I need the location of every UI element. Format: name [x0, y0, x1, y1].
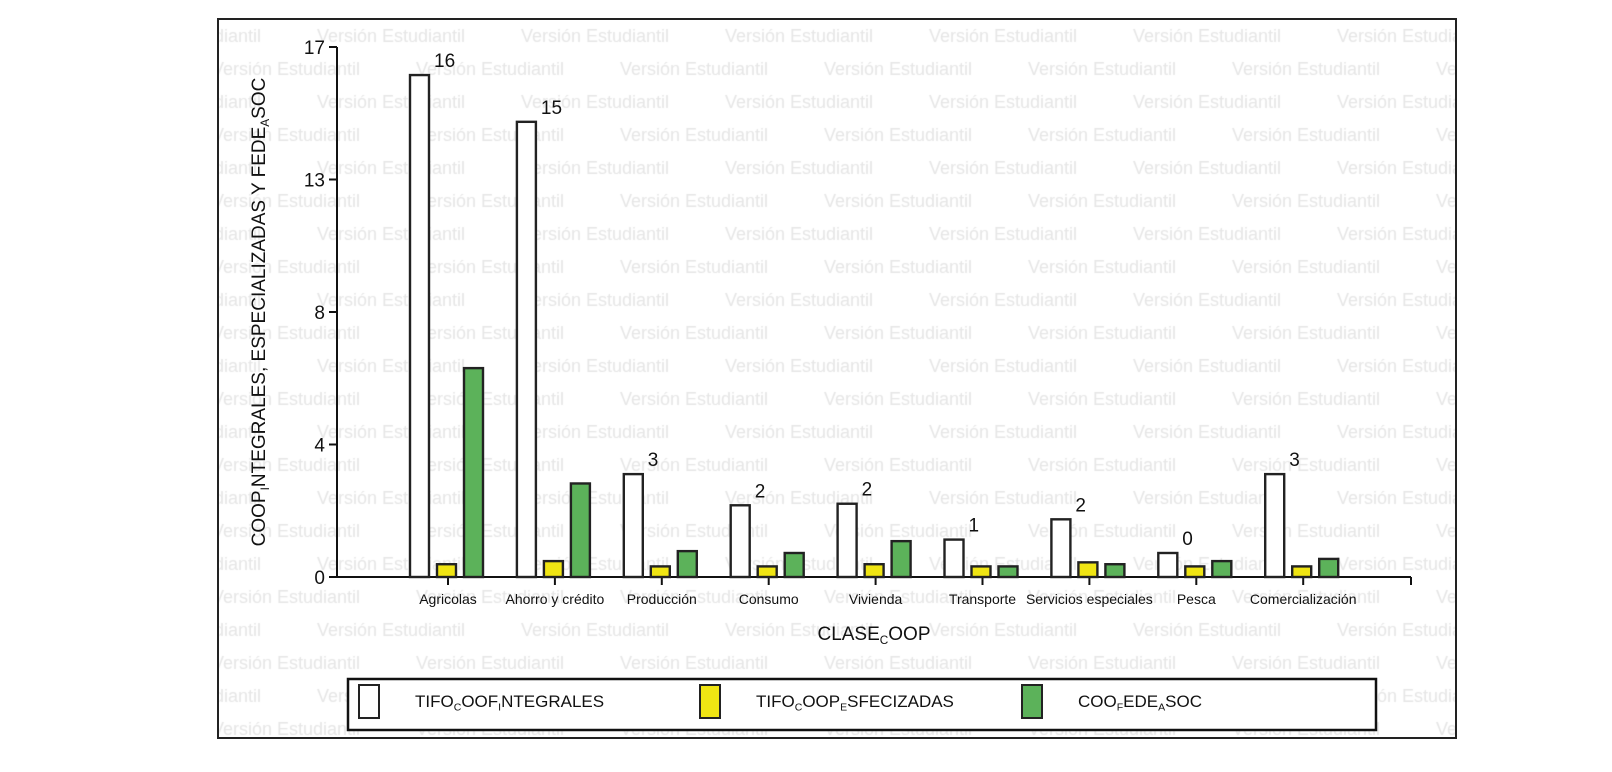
bar-series2-8 — [1290, 565, 1313, 579]
bar-series1-2 — [622, 472, 644, 579]
legend-box — [346, 677, 1378, 732]
bar-series3-6 — [1104, 563, 1126, 579]
bar-series3-8 — [1317, 557, 1340, 579]
data-label: 1 — [969, 516, 980, 537]
subscript: C — [454, 702, 462, 714]
x-tick-label: Servicios especiales — [1026, 591, 1153, 607]
subscript: I — [259, 487, 272, 490]
bar-series3-1 — [569, 482, 592, 579]
y-tick-label: 4 — [314, 436, 325, 457]
text-part: COO — [1078, 692, 1117, 711]
data-label: 3 — [1289, 450, 1300, 471]
bar-series1-5 — [943, 538, 965, 579]
text-part: CLASE — [817, 624, 879, 645]
bar-series1-8 — [1263, 472, 1286, 579]
bar-series1-7 — [1157, 551, 1179, 579]
legend-label: COOFEDEASOC — [1078, 692, 1202, 714]
data-label: 15 — [541, 98, 562, 119]
x-tick-label: Comercialización — [1250, 591, 1357, 607]
bar-series2-4 — [863, 563, 885, 579]
subscript: A — [1158, 702, 1165, 714]
bar-series2-2 — [649, 565, 671, 579]
bar-series2-1 — [542, 559, 565, 579]
text-part: SFECIZADAS — [847, 692, 954, 711]
x-tick-label: Producción — [627, 591, 697, 607]
legend-swatch — [699, 684, 721, 719]
legend-label: TIFOCOOPESFECIZADAS — [756, 692, 954, 714]
y-tick-label: 13 — [304, 171, 325, 192]
text-part: NTEGRALES, ESPECIALIZADAS Y FEDE — [249, 127, 270, 487]
subscript: I — [498, 702, 501, 714]
bar-series2-6 — [1077, 561, 1099, 579]
chart-frame — [217, 18, 1457, 739]
data-label: 2 — [862, 480, 873, 501]
subscript: A — [259, 119, 272, 127]
bar-series1-4 — [836, 502, 858, 579]
y-tick-label: 0 — [314, 568, 325, 589]
data-label: 16 — [434, 51, 455, 72]
text-part: OOP — [888, 624, 930, 645]
subscript: E — [840, 702, 847, 714]
data-label: 3 — [648, 450, 659, 471]
x-tick-label: Vivienda — [849, 591, 903, 607]
y-tick-label: 17 — [304, 38, 325, 59]
legend-label: TIFOCOOFINTEGRALES — [415, 692, 604, 714]
bar-series3-2 — [676, 549, 698, 579]
text-part: NTEGRALES — [501, 692, 604, 711]
bar-series3-7 — [1211, 559, 1233, 579]
subscript: F — [1117, 702, 1124, 714]
y-tick-label: 8 — [314, 303, 325, 324]
bar-series3-0 — [462, 366, 485, 579]
text-part: EDE — [1123, 692, 1158, 711]
bar-series1-3 — [729, 504, 751, 579]
bar-series2-3 — [756, 565, 778, 579]
x-axis-title: CLASECOOP — [817, 624, 930, 647]
text-part: SOC — [1165, 692, 1202, 711]
text-part: COOP — [249, 490, 270, 546]
bar-series2-7 — [1184, 565, 1206, 579]
x-tick-label: Pesca — [1177, 591, 1216, 607]
data-label: 2 — [1075, 495, 1086, 516]
text-part: TIFO — [415, 692, 454, 711]
legend: TIFOCOOFINTEGRALES TIFOCOOPESFECIZADAS COO… — [346, 677, 1378, 732]
y-axis-title: COOPINTEGRALES, ESPECIALIZADAS Y FEDEASO… — [249, 78, 272, 547]
bar-series2-0 — [435, 563, 458, 579]
x-tick-label: Consumo — [739, 591, 799, 607]
text-part: SOC — [249, 78, 270, 119]
bar-series2-5 — [970, 565, 992, 579]
text-part: OOF — [461, 692, 498, 711]
x-tick-label: Transporte — [949, 591, 1016, 607]
data-label: 0 — [1182, 529, 1193, 550]
legend-swatch — [1021, 684, 1043, 719]
bars — [408, 73, 1340, 579]
subscript: C — [795, 702, 803, 714]
data-label: 2 — [755, 481, 766, 502]
bar-series3-4 — [890, 539, 912, 579]
bar-series3-3 — [783, 551, 805, 579]
subscript: C — [880, 634, 889, 647]
x-tick-label: Ahorro y crédito — [505, 591, 604, 607]
data-labels: 16 15 3 2 2 1 2 0 3 — [434, 51, 1300, 550]
bar-series1-1 — [515, 120, 538, 579]
legend-swatch — [358, 684, 380, 719]
text-part: OOP — [802, 692, 840, 711]
bar-series3-5 — [997, 565, 1019, 579]
bar-series1-6 — [1050, 518, 1072, 579]
x-tick-label: Agricolas — [419, 591, 477, 607]
bar-series1-0 — [408, 73, 431, 579]
text-part: TIFO — [756, 692, 795, 711]
